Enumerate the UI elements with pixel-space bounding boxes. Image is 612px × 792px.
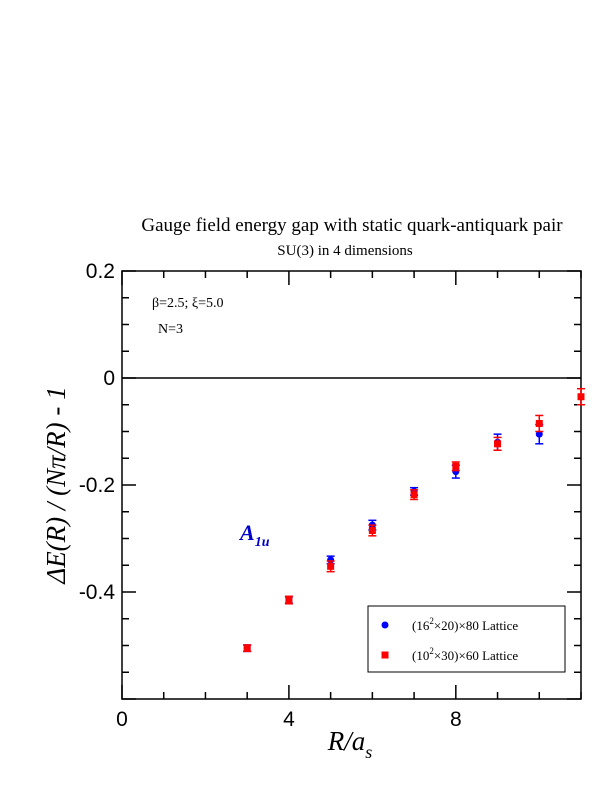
x-tick-label: 4 [283, 708, 295, 731]
legend-label-1: (102×30)×60 Lattice [412, 646, 518, 663]
y-tick-label: 0 [103, 367, 115, 390]
x-tick-label: 8 [450, 708, 462, 731]
data-point [494, 440, 502, 448]
y-tick-label: -0.2 [79, 474, 115, 497]
data-point [452, 462, 460, 470]
y-tick-labels: 0.2 0 -0.2 -0.4 [79, 260, 116, 604]
data-point [327, 562, 335, 570]
data-point [243, 644, 251, 652]
data-point [535, 430, 543, 438]
channel-label-main: A [238, 520, 255, 545]
y-tick-label: 0.2 [86, 260, 115, 283]
series-layer [243, 387, 585, 653]
chart-title: Gauge field energy gap with static quark… [141, 215, 563, 236]
data-point [577, 393, 585, 401]
series-1 [243, 387, 585, 653]
y-tick-label: -0.4 [79, 581, 116, 604]
data-point [285, 596, 293, 604]
chart-subtitle: SU(3) in 4 dimensions [277, 243, 413, 259]
x-tick-labels: 0 4 8 [116, 708, 462, 731]
annotation-params: β=2.5; ξ=5.0 [152, 296, 224, 311]
legend-label-0: (162×20)×80 Lattice [412, 616, 518, 633]
legend-box [367, 605, 566, 673]
data-point [410, 491, 418, 499]
axis-ticks [121, 270, 582, 700]
channel-label-sub: 1u [255, 535, 270, 550]
x-tick-label: 0 [116, 708, 128, 731]
annotation-n: N=3 [158, 322, 183, 337]
x-axis-label: R/as [327, 726, 373, 762]
data-point [368, 526, 376, 534]
y-axis-label: ΔE(R) / (Nπ/R) - 1 [41, 386, 71, 584]
legend-marker-0 [381, 621, 389, 629]
legend: (162×20)×80 Lattice (102×30)×60 Lattice [367, 605, 566, 673]
data-point [535, 419, 543, 427]
channel-label: A1u [238, 520, 270, 550]
legend-marker-1 [381, 651, 389, 659]
